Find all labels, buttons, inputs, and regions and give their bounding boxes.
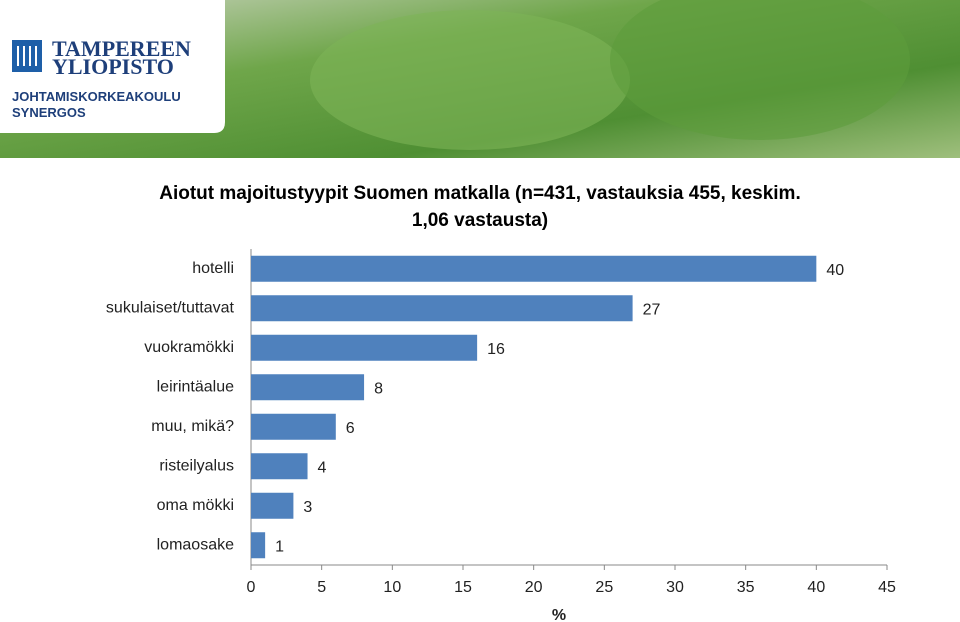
x-tick-label: 40	[807, 579, 825, 596]
chart-title: Aiotut majoitustyypit Suomen matkalla (n…	[159, 183, 801, 231]
data-label: 4	[318, 459, 327, 476]
data-label: 6	[346, 420, 355, 437]
x-tick-label: 35	[737, 579, 755, 596]
chart: 0 5 10 15 20 25 30 35 40 45% hotelli 40 sukulaiset/t…	[106, 249, 896, 622]
leaf	[610, 0, 910, 140]
x-tick-label: 25	[595, 579, 613, 596]
bar	[251, 492, 294, 519]
data-label: 27	[643, 301, 661, 318]
y-tick-label: leirintäalue	[157, 378, 234, 395]
data-label: 16	[487, 341, 505, 358]
y-tick-label: risteilyalus	[159, 457, 234, 474]
bar	[251, 334, 478, 361]
y-tick-label: muu, mikä?	[151, 418, 234, 435]
y-tick-label: vuokramökki	[144, 339, 234, 356]
bar	[251, 295, 633, 322]
logo-box	[0, 0, 225, 133]
bar	[251, 413, 336, 440]
leaf	[310, 10, 630, 150]
x-tick-label: 5	[317, 579, 326, 596]
bar	[251, 255, 817, 282]
x-tick-label: 10	[383, 579, 401, 596]
bar	[251, 532, 266, 559]
x-tick-label: 0	[247, 579, 256, 596]
x-tick-label: 20	[525, 579, 543, 596]
data-label: 40	[826, 262, 844, 279]
data-label: 8	[374, 380, 383, 397]
x-tick-label: 15	[454, 579, 472, 596]
data-label: 3	[303, 499, 312, 516]
x-axis-label: %	[552, 607, 566, 622]
y-tick-label: oma mökki	[157, 497, 234, 514]
y-tick-label: hotelli	[192, 260, 234, 277]
x-tick-label: 45	[878, 579, 896, 596]
school-text: SYNERGOS	[12, 105, 86, 120]
x-tick-label: 30	[666, 579, 684, 596]
logo-icon-lines	[17, 46, 37, 66]
y-tick-label: sukulaiset/tuttavat	[106, 299, 235, 316]
bar	[251, 453, 308, 480]
logo-text: YLIOPISTO	[52, 54, 174, 79]
school-text: JOHTAMISKORKEAKOULU	[12, 89, 181, 104]
data-label: 1	[275, 538, 284, 555]
y-tick-label: lomaosake	[157, 536, 234, 553]
logo-text: TAMPEREEN	[52, 36, 191, 61]
bar	[251, 374, 365, 401]
logo-icon	[12, 40, 42, 72]
